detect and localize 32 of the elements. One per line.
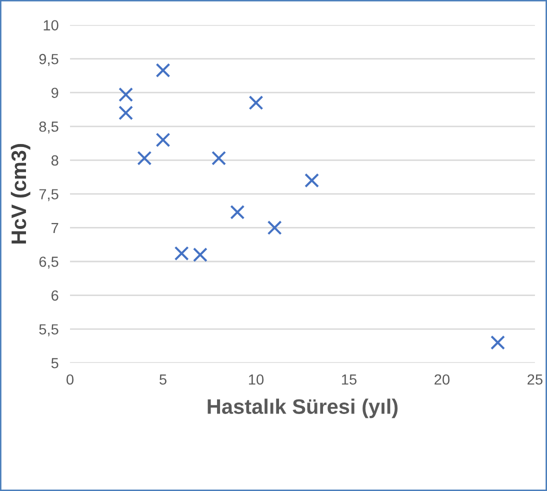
x-axis-title: Hastalık Süresi (yıl) — [208, 398, 398, 418]
x-tick-label: 10 — [249, 374, 264, 385]
y-tick-label: 6,5 — [39, 256, 58, 269]
point — [248, 95, 264, 110]
point — [156, 132, 170, 148]
point — [304, 173, 320, 188]
point — [267, 220, 282, 235]
point — [174, 246, 189, 261]
point — [156, 63, 170, 78]
point — [137, 150, 152, 166]
point — [118, 87, 134, 102]
point — [192, 247, 208, 262]
y-tick-label: 9 — [51, 88, 58, 98]
y-tick-label: 6 — [52, 290, 58, 301]
point — [118, 106, 134, 120]
y-tick-label: 7,5 — [39, 189, 58, 202]
x-tick-label: 5 — [160, 374, 166, 385]
y-tick-label: 5,5 — [39, 324, 58, 336]
x-tick-label: 15 — [342, 374, 356, 385]
point — [490, 335, 506, 350]
y-tick-label: 8,5 — [39, 121, 58, 134]
x-tick-label: 20 — [434, 374, 450, 385]
y-axis-title: HcV (cm3) — [10, 144, 30, 244]
y-tick-label: 7 — [52, 222, 58, 234]
y-tick-label: 5 — [51, 358, 58, 368]
point — [230, 204, 245, 220]
y-tick-label: 9,5 — [39, 54, 58, 66]
x-tick-label: 0 — [66, 374, 74, 385]
point — [212, 150, 226, 166]
y-tick-label: 10 — [44, 20, 58, 30]
y-tick-label: 8 — [51, 155, 58, 166]
x-tick-label: 25 — [528, 374, 542, 385]
